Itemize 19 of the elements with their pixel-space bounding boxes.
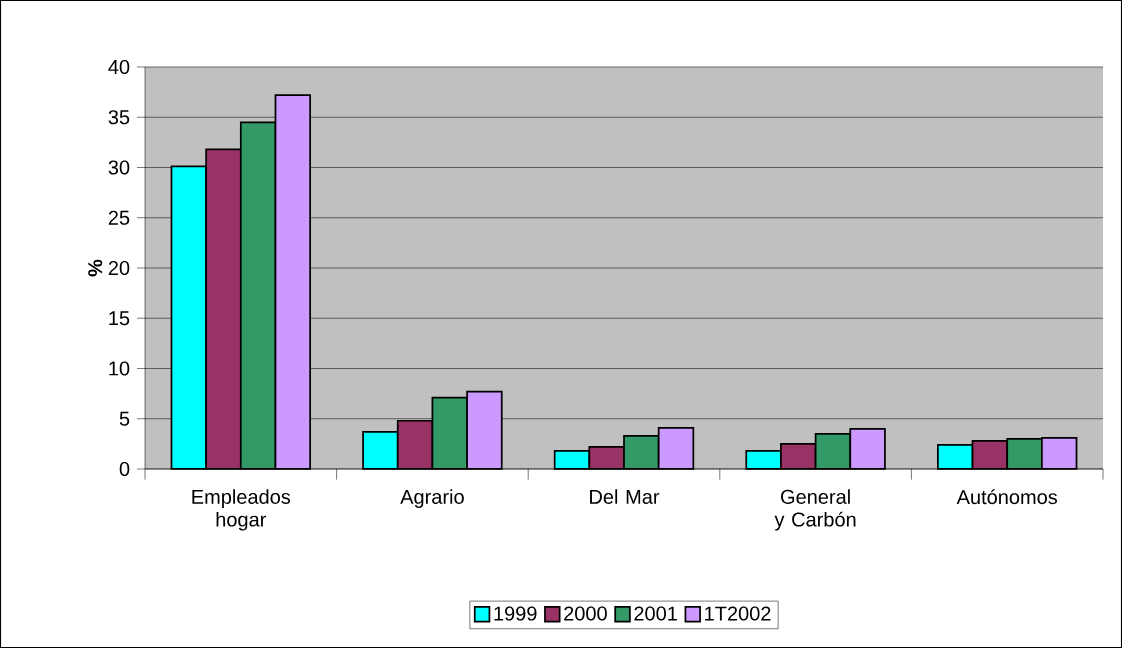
x-tick-label: Autónomos (956, 489, 1058, 505)
x-tick-label: General y Carbón (774, 489, 856, 531)
y-tick-label: 35 (108, 110, 130, 125)
legend-label: 1999 (494, 606, 537, 621)
y-tick-label: 5 (119, 411, 130, 426)
y-tick-label: 30 (108, 160, 130, 175)
y-axis-title: % (88, 259, 103, 277)
y-tick-label: 25 (108, 210, 130, 225)
legend-label: 2001 (634, 606, 677, 621)
y-tick-label: 10 (109, 361, 130, 376)
x-tick-label: Empleados hogar (192, 489, 291, 531)
legend-label: 1T2002 (705, 606, 771, 621)
y-tick-label: 0 (119, 461, 130, 477)
legend-label: 2000 (564, 606, 607, 621)
y-tick-label: 20 (108, 260, 130, 276)
x-tick-label: Agrario (400, 489, 464, 508)
y-tick-label: 15 (109, 311, 130, 326)
x-tick-label: Del Mar (590, 489, 660, 504)
y-tick-label: 40 (108, 59, 130, 75)
